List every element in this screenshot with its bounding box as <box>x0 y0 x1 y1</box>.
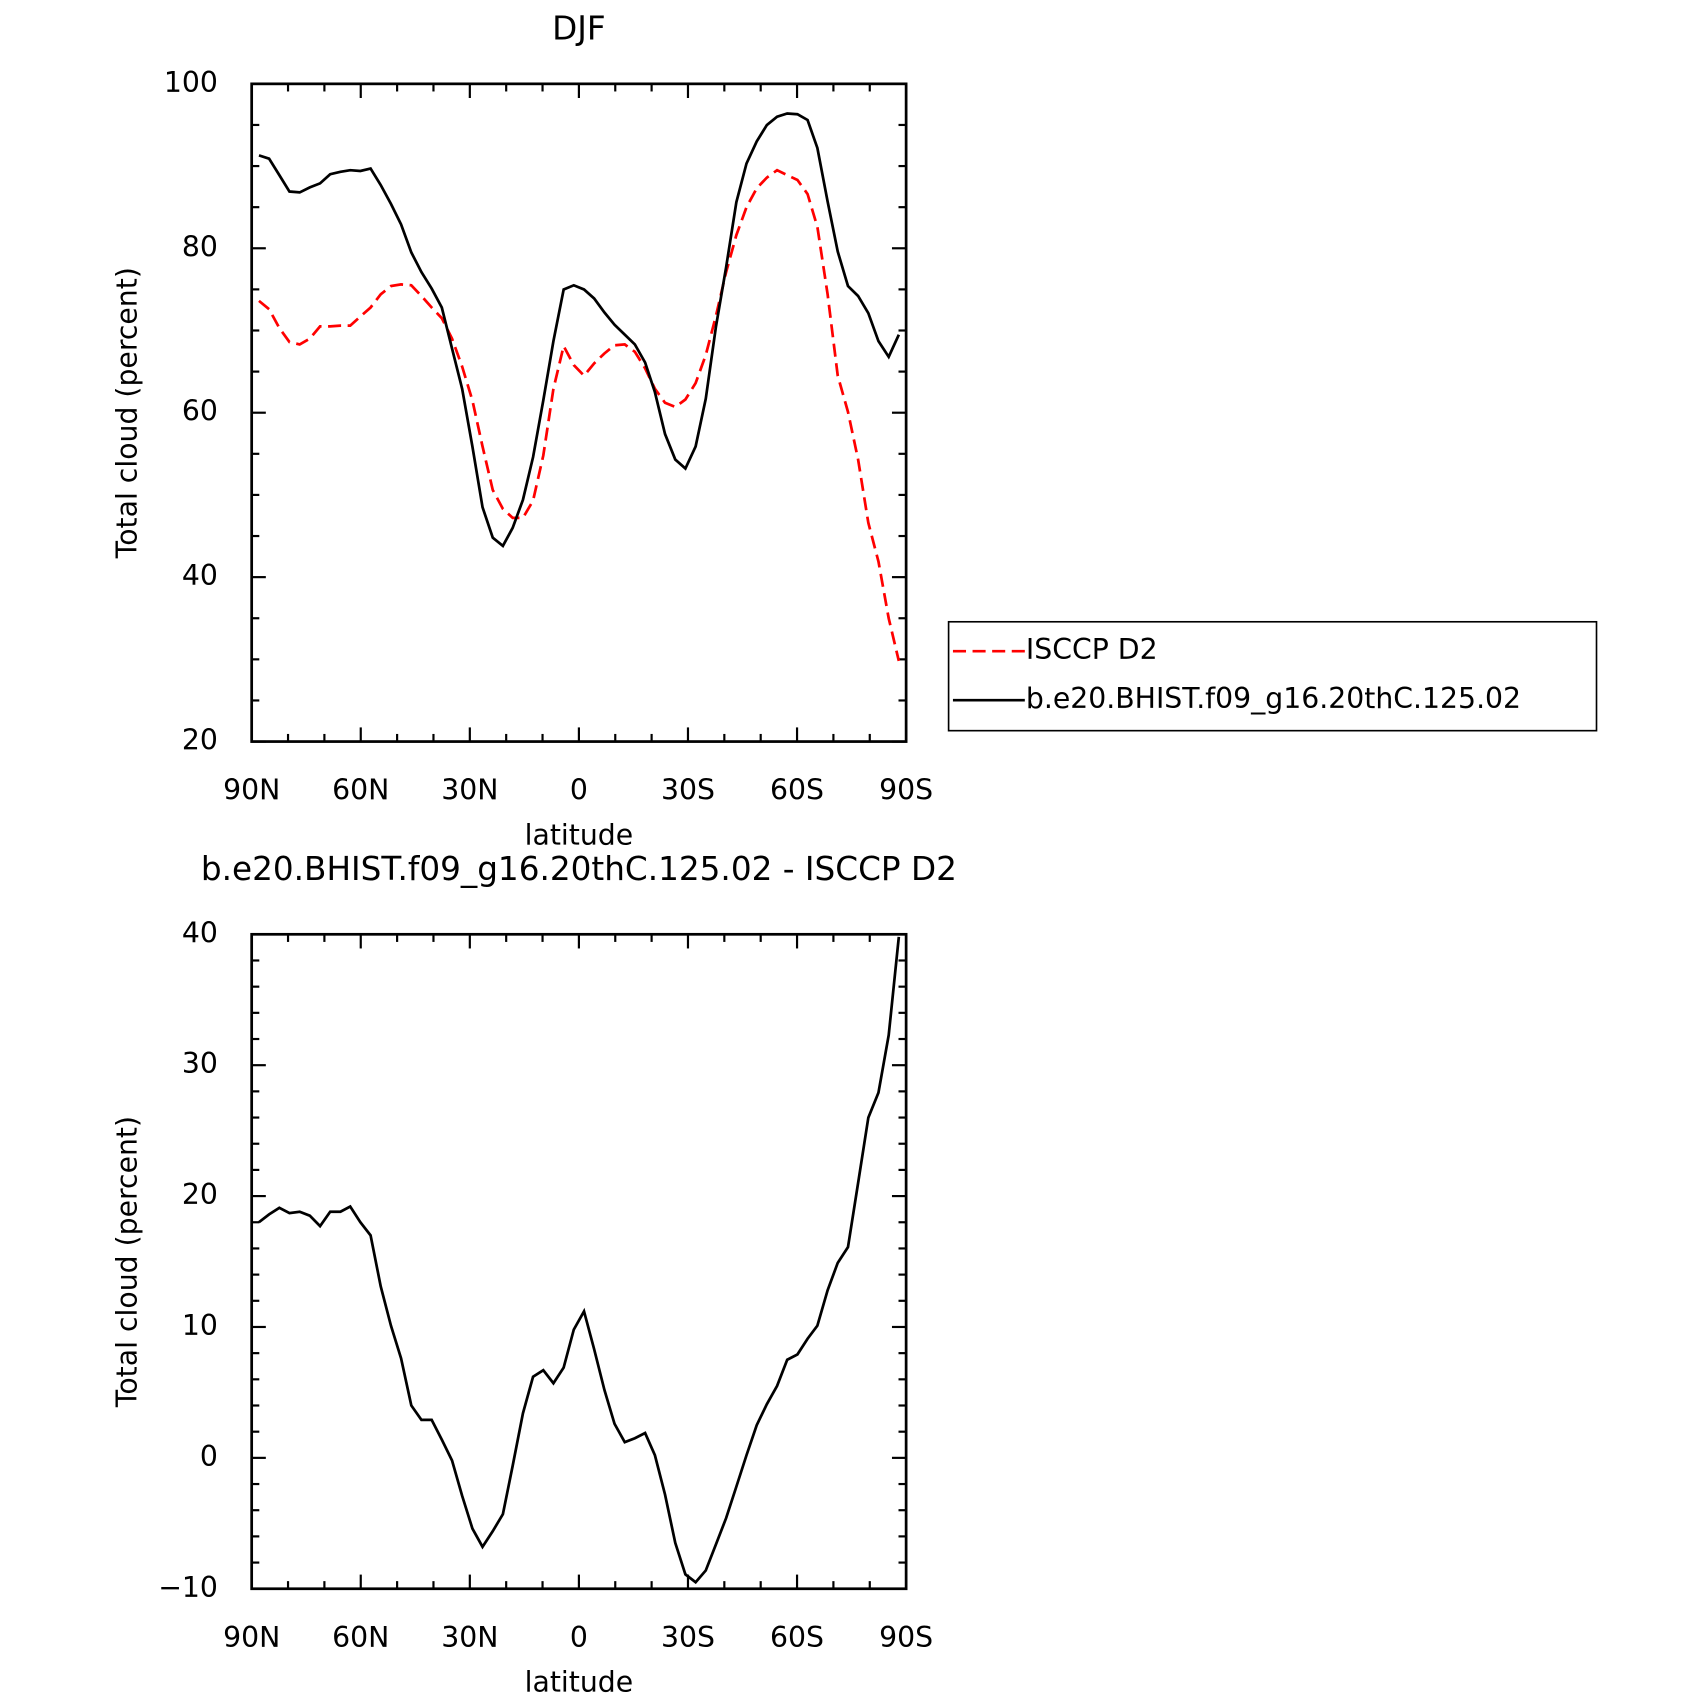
x-tick-label: 60S <box>770 1621 824 1654</box>
y-tick-label: −10 <box>158 1571 218 1604</box>
data-line <box>258 168 901 662</box>
legend: ISCCP D2 b.e20.BHIST.f09_g16.20thC.125.02 <box>947 620 1598 732</box>
legend-label: b.e20.BHIST.f09_g16.20thC.125.02 <box>1026 682 1521 715</box>
x-tick-label: 90N <box>223 774 280 807</box>
x-tick-label: 60N <box>332 1621 389 1654</box>
chart: b.e20.BHIST.f09_g16.20thC.125.02 - ISCCP… <box>111 850 957 1698</box>
x-tick-label: 90S <box>879 1621 933 1654</box>
x-tick-label: 30S <box>661 774 715 807</box>
x-tick-label: 60N <box>332 774 389 807</box>
plot-frame <box>250 932 908 1591</box>
y-axis-label: Total cloud (percent) <box>111 1116 144 1408</box>
x-tick-label: 30N <box>441 1621 498 1654</box>
data-line <box>258 112 901 548</box>
y-tick-label: 20 <box>182 724 218 757</box>
y-tick-label: 100 <box>164 66 218 99</box>
legend-label: ISCCP D2 <box>1026 633 1158 666</box>
y-tick-label: 40 <box>182 559 218 592</box>
x-tick-label: 90S <box>879 774 933 807</box>
x-tick-label: 30N <box>441 774 498 807</box>
y-tick-label: 30 <box>182 1047 218 1080</box>
y-tick-label: 60 <box>182 395 218 428</box>
data-line <box>258 936 901 1585</box>
x-tick-label: 60S <box>770 774 824 807</box>
chart-title: b.e20.BHIST.f09_g16.20thC.125.02 - ISCCP… <box>201 850 957 888</box>
x-tick-label: 30S <box>661 1621 715 1654</box>
y-tick-label: 0 <box>200 1440 218 1473</box>
y-axis-label: Total cloud (percent) <box>111 267 144 559</box>
plot-frame <box>250 82 908 743</box>
x-tick-label: 0 <box>570 774 588 807</box>
x-axis-label: latitude <box>525 1665 634 1698</box>
y-tick-label: 10 <box>182 1309 218 1342</box>
x-tick-label: 90N <box>223 1621 280 1654</box>
y-tick-label: 20 <box>182 1178 218 1211</box>
chart: DJF latitude Total cloud (percent) 90N 60N 30… <box>111 9 1598 851</box>
y-tick-label: 80 <box>182 230 218 263</box>
chart-title: DJF <box>552 9 606 47</box>
x-axis-label: latitude <box>525 818 634 851</box>
y-tick-label: 40 <box>182 916 218 949</box>
x-tick-label: 0 <box>570 1621 588 1654</box>
legend-box <box>947 620 1598 732</box>
